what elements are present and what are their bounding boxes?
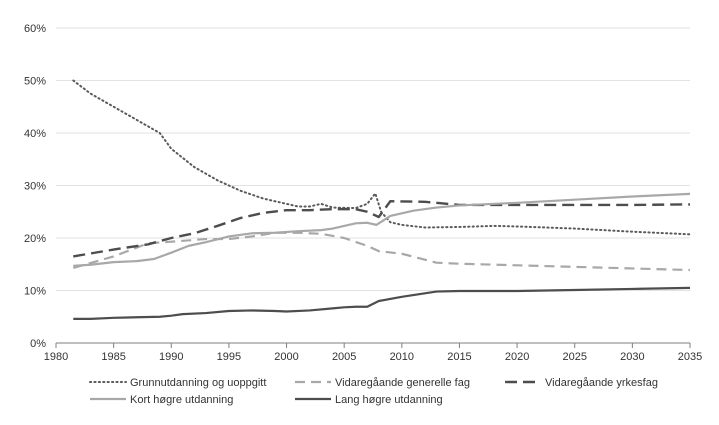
legend: Grunnutdanning og uoppgitt Vidaregåande g…	[89, 377, 658, 406]
x-tick-label: 2005	[332, 351, 356, 363]
y-axis-tick-labels: 0% 10% 20% 30% 40% 50% 60%	[24, 23, 46, 350]
y-tick-label: 0%	[30, 338, 46, 350]
x-tick-label: 1980	[44, 351, 68, 363]
series-line-5	[73, 286, 691, 320]
axes	[55, 342, 691, 348]
legend-label: Vidaregåande generelle fag	[335, 377, 470, 389]
y-tick-label: 10%	[24, 286, 46, 298]
series-line-2	[72, 231, 691, 272]
x-tick-label: 2020	[505, 351, 529, 363]
y-tick-label: 60%	[24, 23, 46, 35]
y-tick-label: 40%	[24, 128, 46, 140]
series-lines	[72, 79, 691, 320]
x-axis-tick-labels: 1980 1985 1990 1995 2000 2005 2010 2015 2020 2025…	[44, 351, 702, 363]
y-tick-label: 50%	[24, 76, 46, 88]
series-line-3	[73, 200, 691, 258]
x-tick-label: 2035	[678, 351, 702, 363]
series-line-1	[72, 79, 691, 236]
y-tick-label: 20%	[24, 233, 46, 245]
x-tick-label: 2000	[274, 351, 298, 363]
x-tick-label: 1990	[159, 351, 183, 363]
gridlines	[56, 27, 690, 291]
x-tick-label: 2025	[562, 351, 586, 363]
legend-label: Grunnutdanning og uoppgitt	[130, 377, 266, 389]
legend-label: Vidaregåande yrkesfag	[545, 377, 658, 389]
x-tick-label: 2030	[620, 351, 644, 363]
y-tick-label: 30%	[24, 181, 46, 193]
x-tick-label: 1985	[101, 351, 125, 363]
x-tick-label: 2010	[390, 351, 414, 363]
legend-label: Lang høgre utdanning	[335, 394, 443, 406]
legend-label: Kort høgre utdanning	[130, 394, 233, 406]
series-line-4	[73, 192, 691, 267]
x-tick-label: 1995	[217, 351, 241, 363]
x-tick-label: 2015	[447, 351, 471, 363]
